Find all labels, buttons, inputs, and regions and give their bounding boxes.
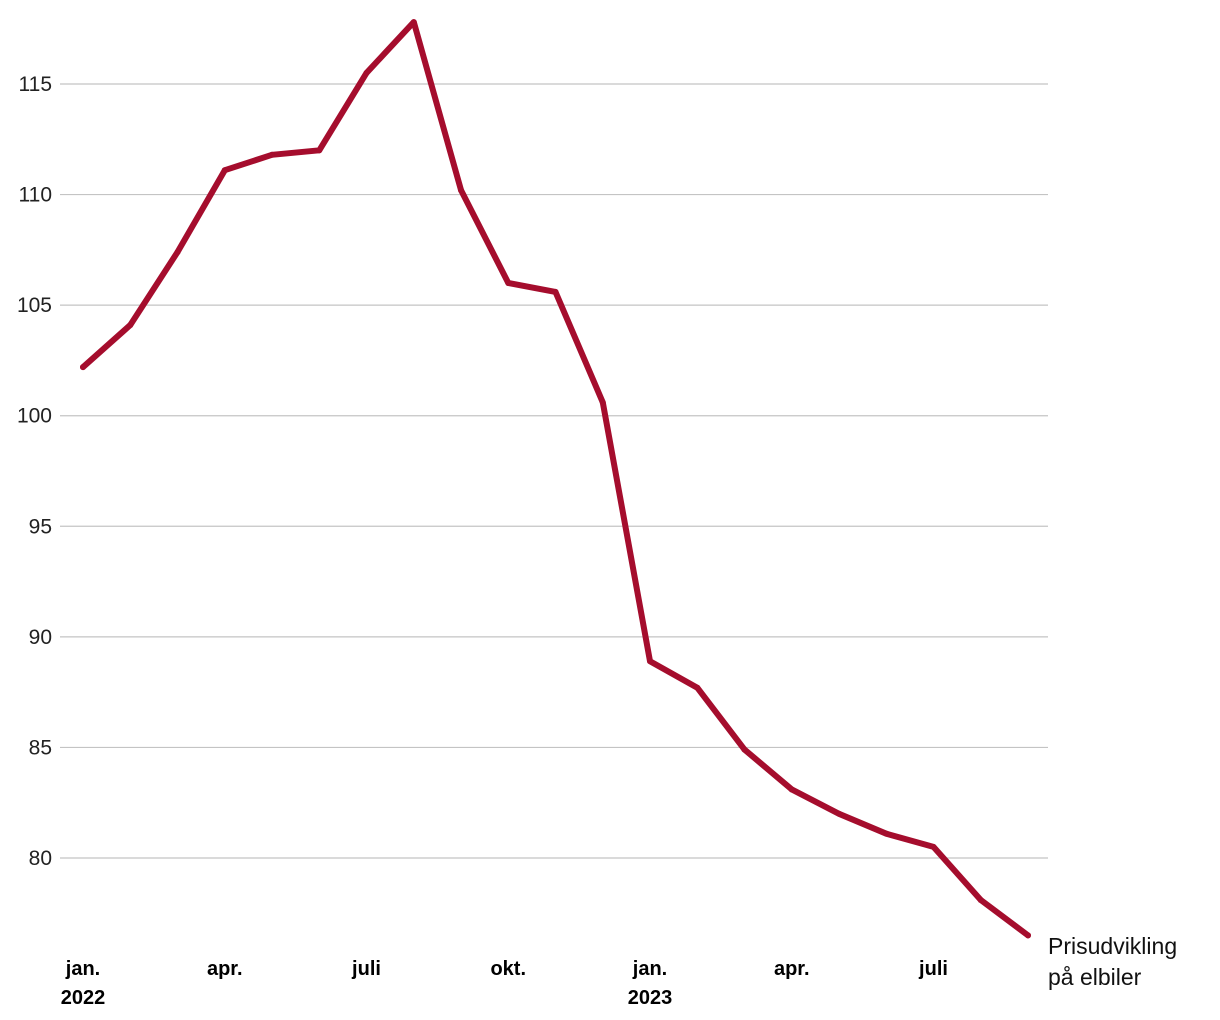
data-point xyxy=(1025,932,1031,939)
series-label-layer: Prisudvikling på elbiler xyxy=(1048,933,1177,990)
series-layer xyxy=(80,19,1031,939)
data-point xyxy=(269,151,275,158)
series-label-line: på elbiler xyxy=(1048,964,1142,990)
data-point xyxy=(505,280,512,287)
data-point xyxy=(458,187,464,194)
data-point xyxy=(694,684,701,691)
data-point xyxy=(741,746,748,753)
data-point xyxy=(80,364,86,371)
data-point xyxy=(788,786,795,793)
data-point xyxy=(221,167,228,174)
data-point xyxy=(647,658,653,665)
x-tick-label: jan. 2023 xyxy=(628,958,673,1009)
x-tick-label: jan. 2022 xyxy=(61,958,106,1009)
data-point xyxy=(363,69,370,76)
x-tick-label-line1: apr. xyxy=(774,958,810,980)
y-tick-label: 95 xyxy=(29,515,52,538)
x-tick-label-line2: 2023 xyxy=(628,987,673,1009)
data-point xyxy=(599,399,606,406)
x-tick-label-line1: okt. xyxy=(490,958,526,980)
series-label-line: Prisudvikling xyxy=(1048,933,1177,959)
data-point xyxy=(977,897,984,904)
x-tick-label: okt. xyxy=(490,958,526,980)
x-tick-label-line2: 2022 xyxy=(61,987,106,1009)
data-point xyxy=(836,810,842,817)
data-point xyxy=(883,830,890,837)
y-tick-label: 105 xyxy=(17,294,52,317)
y-tick-label: 100 xyxy=(17,405,52,428)
x-tick-label: juli xyxy=(918,958,948,980)
y-tick-label: 110 xyxy=(19,184,52,207)
x-tick-label-line1: jan. xyxy=(65,958,100,980)
data-point xyxy=(410,19,417,26)
y-tick-label: 80 xyxy=(29,847,52,870)
data-point xyxy=(316,147,323,154)
data-point xyxy=(174,249,181,256)
x-tick-label-line1: juli xyxy=(351,958,381,980)
data-point xyxy=(930,843,937,850)
x-tick-label-line1: juli xyxy=(918,958,948,980)
grid-lines xyxy=(60,83,1048,859)
y-axis-ticks: 80 85 90 95 100 105 110 115 xyxy=(17,73,52,870)
x-tick-label: apr. xyxy=(207,958,243,980)
y-tick-label: 115 xyxy=(19,73,52,96)
series-line xyxy=(80,19,1031,939)
y-tick-label: 90 xyxy=(29,626,52,649)
y-tick-label: 85 xyxy=(29,736,52,759)
series-label: Prisudvikling på elbiler xyxy=(1048,933,1177,990)
x-axis-ticks: jan. 2022 apr. juli okt. jan. 2023 apr. juli xyxy=(61,958,948,1009)
data-point xyxy=(552,288,559,295)
x-tick-label: juli xyxy=(351,958,381,980)
x-tick-label: apr. xyxy=(774,958,810,980)
x-tick-label-line1: apr. xyxy=(207,958,243,980)
data-point xyxy=(127,322,134,329)
x-tick-label-line1: jan. xyxy=(632,958,667,980)
